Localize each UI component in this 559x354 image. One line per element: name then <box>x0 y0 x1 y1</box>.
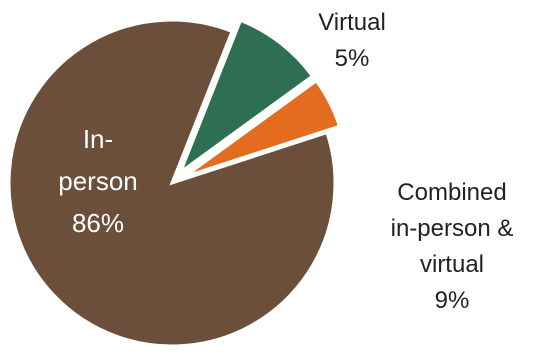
pie-slice-label-line: 86% <box>72 208 124 238</box>
pie-slice-label-line: person <box>58 166 138 196</box>
pie-slice-1 <box>183 78 342 179</box>
pie-slice-label-2: Combined in-person & virtual 9% <box>391 179 514 314</box>
pie-slice-label-line: virtual <box>420 251 484 278</box>
pie-slice-label-3: In-person 86% <box>58 124 138 238</box>
pie-slice-label-line: 9% <box>435 287 470 314</box>
pie-slice-3 <box>7 18 337 348</box>
pie-slice-label-line: 5% <box>335 45 370 72</box>
pie-labels: Virtual 5% Combined in-person & virtual 9% In-… <box>58 9 513 314</box>
pie-slices <box>7 18 342 348</box>
pie-slice-2 <box>177 18 315 177</box>
pie-slice-label-1: Virtual 5% <box>318 9 386 72</box>
pie-slice-label-line: in-person & <box>391 215 514 242</box>
pie-slice-label-line: In- <box>83 124 113 154</box>
pie-slice-label-line: Virtual <box>318 9 386 36</box>
pie-slice-label-line: Combined <box>397 179 506 206</box>
